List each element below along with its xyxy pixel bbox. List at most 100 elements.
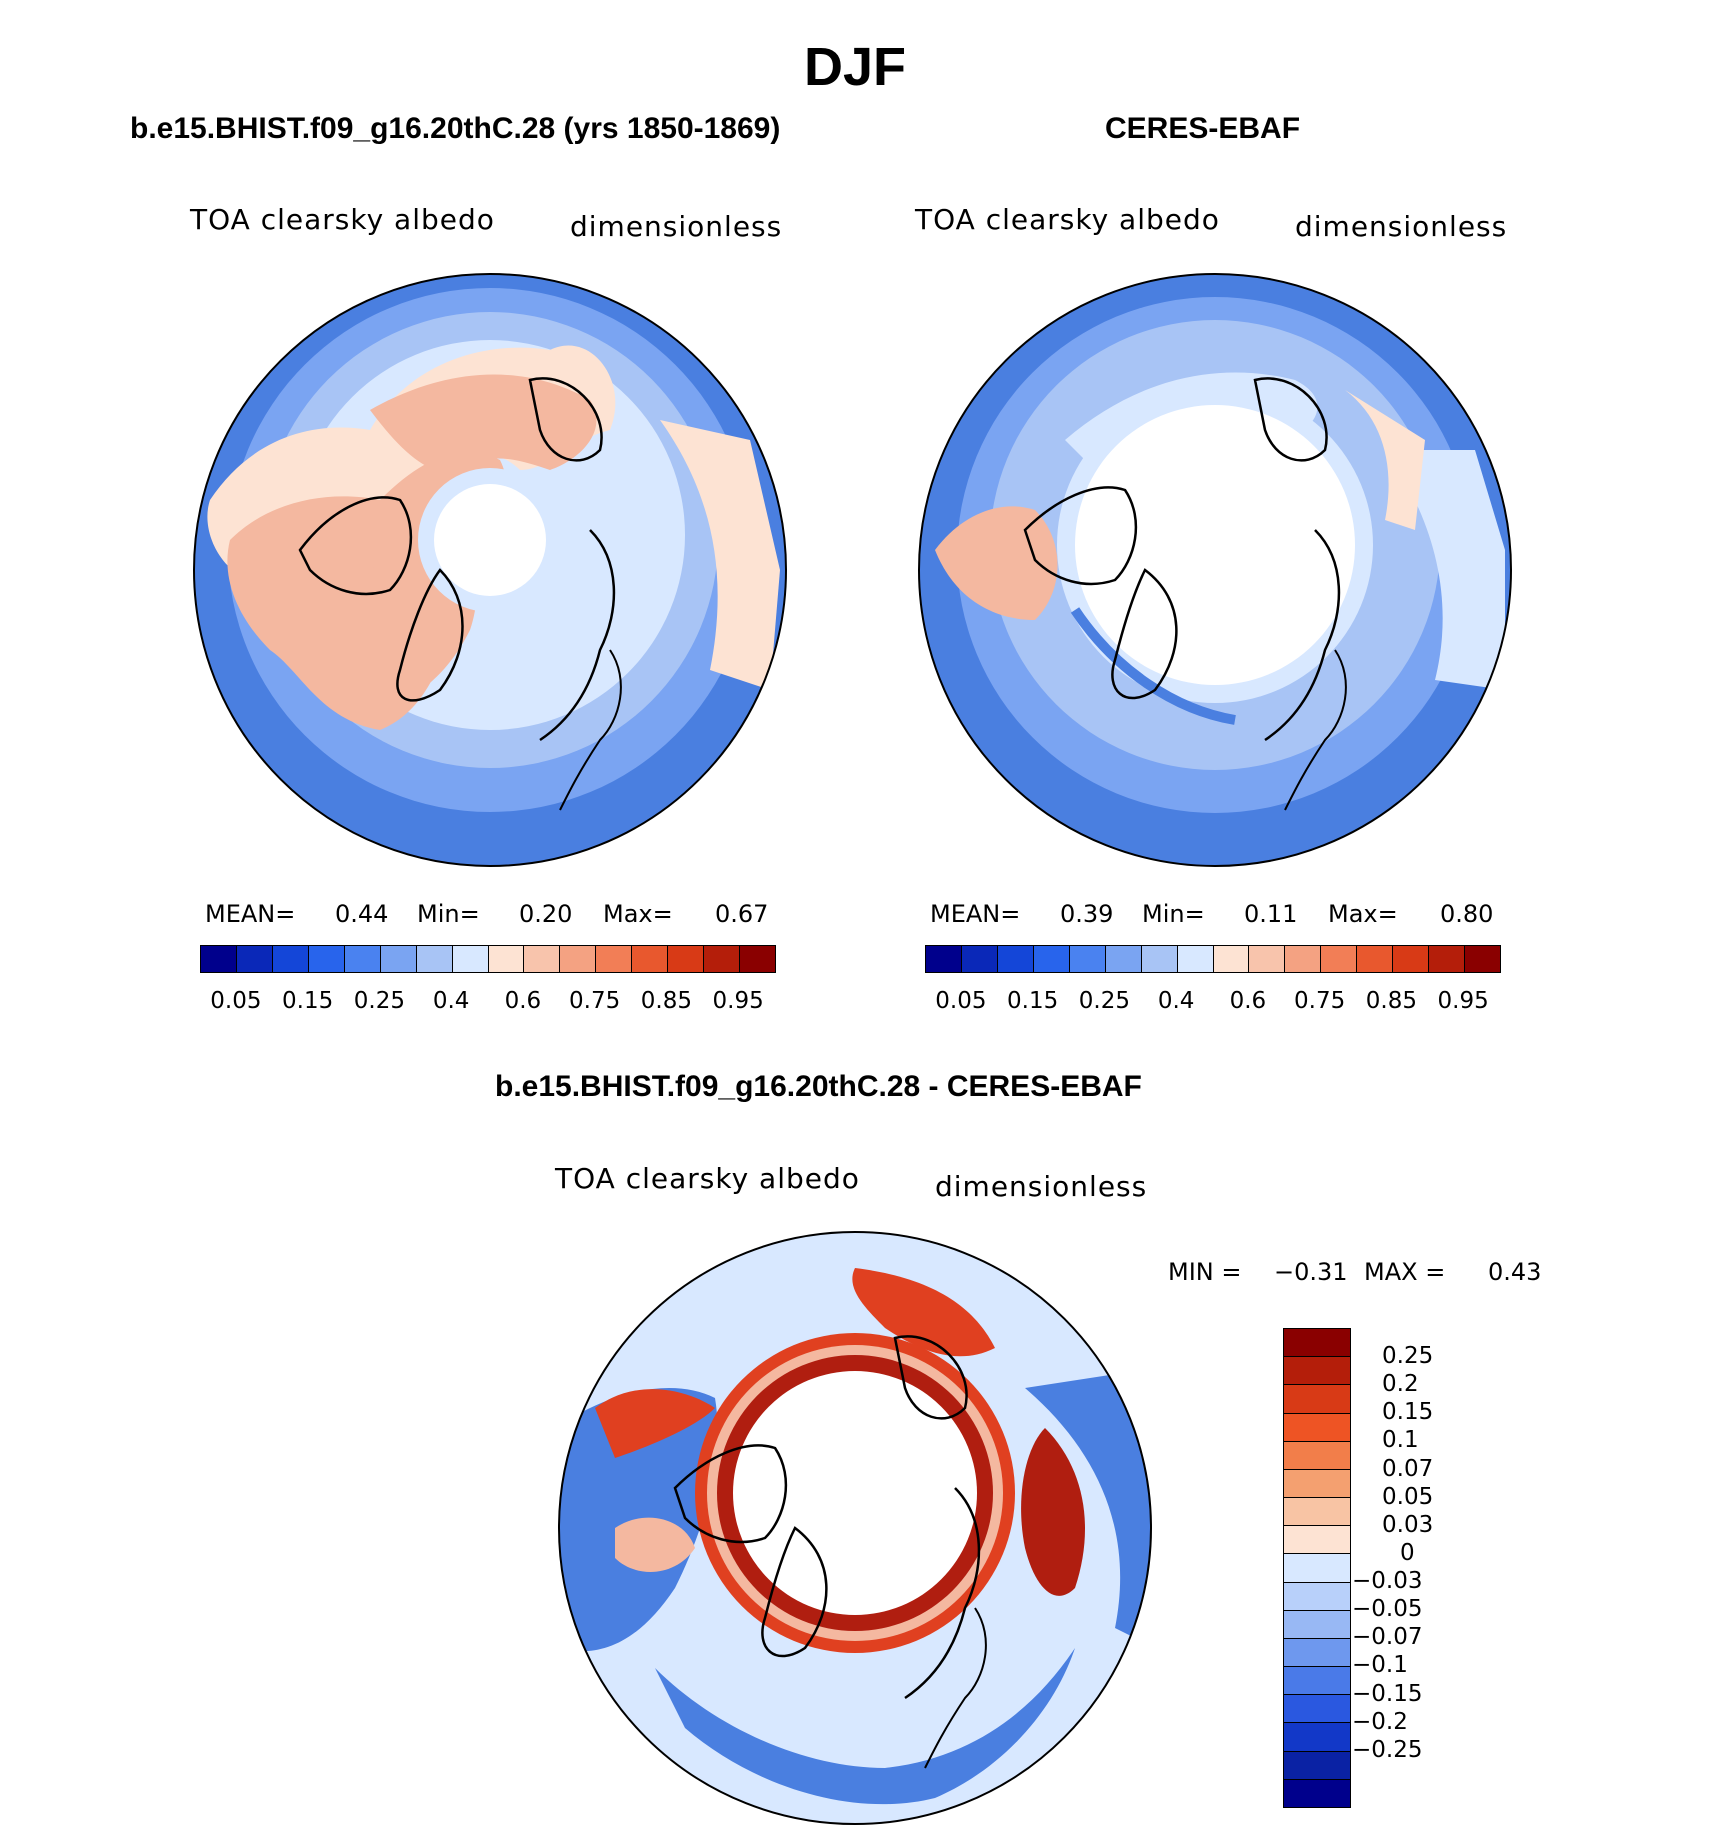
colorbar-swatch — [488, 946, 525, 972]
colorbar-swatch — [1284, 1779, 1350, 1807]
colorbar-swatch — [1284, 1413, 1350, 1442]
diff-stats: MIN = −0.31 MAX = 0.43 — [1168, 1258, 1568, 1288]
colorbar-swatch — [1069, 946, 1106, 972]
colorbar-swatch — [1285, 946, 1322, 972]
model-max-value: 0.67 — [715, 900, 769, 928]
colorbar-tick-label: 0.75 — [1294, 988, 1346, 1014]
colorbar-swatch — [1284, 1526, 1350, 1555]
colorbar-tick-label: −0.03 — [1352, 1568, 1423, 1595]
model-min-value: 0.20 — [519, 900, 573, 928]
colorbar-swatch — [344, 946, 381, 972]
diff-panel-title: b.e15.BHIST.f09_g16.20thC.28 - CERES-EBA… — [495, 1070, 1142, 1103]
colorbar-tick-label: 0.6 — [1229, 988, 1267, 1014]
colorbar-tick-label: 0.15 — [282, 988, 334, 1014]
colorbar-tick-label: 0.2 — [1382, 1371, 1419, 1398]
model-colorbar — [200, 945, 776, 973]
colorbar-tick-label: 0.05 — [1382, 1483, 1434, 1510]
colorbar-tick-label: 0.75 — [569, 988, 621, 1014]
colorbar-swatch — [1213, 946, 1250, 972]
colorbar-tick-label: 0.07 — [1382, 1455, 1434, 1482]
colorbar-swatch — [416, 946, 453, 972]
colorbar-tick-label: −0.07 — [1352, 1624, 1423, 1651]
colorbar-swatch — [1284, 1638, 1350, 1668]
model-max-label: Max= — [603, 900, 673, 928]
diff-variable-label: TOA clearsky albedo — [555, 1162, 860, 1195]
colorbar-swatch — [740, 946, 775, 972]
model-panel-title: b.e15.BHIST.f09_g16.20thC.28 (yrs 1850-1… — [130, 112, 781, 145]
colorbar-swatch — [1284, 1385, 1350, 1414]
colorbar-swatch — [524, 946, 561, 972]
colorbar-swatch — [1465, 946, 1500, 972]
figure-title: DJF — [803, 37, 906, 97]
colorbar-tick-label: 0.05 — [210, 988, 262, 1014]
colorbar-swatch — [1284, 1329, 1350, 1358]
colorbar-tick-label: 0.15 — [1007, 988, 1059, 1014]
colorbar-tick-label: −0.1 — [1352, 1652, 1408, 1679]
diff-min-label: MIN = — [1168, 1258, 1242, 1286]
colorbar-swatch — [1284, 1441, 1350, 1470]
colorbar-swatch — [201, 946, 237, 972]
colorbar-tick-label: 0.6 — [504, 988, 542, 1014]
colorbar-swatch — [452, 946, 489, 972]
colorbar-tick-label: 0.25 — [353, 988, 405, 1014]
model-variable-label: TOA clearsky albedo — [190, 203, 495, 236]
diff-max-label: MAX = — [1364, 1258, 1446, 1286]
obs-min-label: Min= — [1142, 900, 1205, 928]
colorbar-swatch — [926, 946, 962, 972]
colorbar-tick-label: 0.05 — [935, 988, 987, 1014]
obs-panel-title: CERES-EBAF — [1105, 112, 1301, 145]
colorbar-swatch — [1429, 946, 1466, 972]
colorbar-swatch — [1284, 1582, 1350, 1611]
diff-min-value: −0.31 — [1274, 1258, 1348, 1286]
colorbar-tick-label: −0.25 — [1352, 1736, 1423, 1763]
obs-mean-value: 0.39 — [1060, 900, 1114, 928]
colorbar-swatch — [1284, 1498, 1350, 1527]
colorbar-tick-label: 0.95 — [1437, 988, 1489, 1014]
colorbar-swatch — [1284, 1357, 1350, 1386]
colorbar-swatch — [1284, 1667, 1350, 1696]
obs-colorbar-labels: 0.05 0.15 0.25 0.4 0.6 0.75 0.85 0.95 — [925, 988, 1499, 1018]
obs-polar-map — [918, 273, 1512, 867]
colorbar-tick-label: 0.85 — [1365, 988, 1417, 1014]
colorbar-swatch — [308, 946, 345, 972]
obs-stats: MEAN= 0.39 Min= 0.11 Max= 0.80 — [930, 900, 1510, 930]
obs-mean-label: MEAN= — [930, 900, 1021, 928]
colorbar-swatch — [1321, 946, 1358, 972]
diff-polar-map — [558, 1231, 1152, 1825]
colorbar-swatch — [1284, 1751, 1350, 1780]
colorbar-tick-label: 0 — [1400, 1539, 1415, 1566]
colorbar-swatch — [1249, 946, 1286, 972]
colorbar-tick-label: −0.2 — [1352, 1708, 1408, 1735]
colorbar-tick-label: 0.4 — [432, 988, 470, 1014]
diff-colorbar-labels: 0.25 0.2 0.15 0.1 0.07 0.05 0.03 0 −0.03 −0.05 −0.… — [1352, 1328, 1482, 1806]
model-mean-label: MEAN= — [205, 900, 296, 928]
colorbar-swatch — [236, 946, 273, 972]
diff-colorbar — [1283, 1328, 1351, 1808]
colorbar-swatch — [1284, 1554, 1350, 1583]
colorbar-swatch — [632, 946, 669, 972]
model-polar-map — [193, 273, 787, 867]
colorbar-swatch — [596, 946, 633, 972]
colorbar-swatch — [704, 946, 741, 972]
colorbar-swatch — [1177, 946, 1214, 972]
model-units-label: dimensionless — [570, 210, 783, 243]
colorbar-swatch — [1393, 946, 1430, 972]
colorbar-tick-label: 0.95 — [712, 988, 764, 1014]
colorbar-tick-label: 0.4 — [1157, 988, 1195, 1014]
obs-variable-label: TOA clearsky albedo — [915, 203, 1220, 236]
colorbar-swatch — [560, 946, 597, 972]
obs-colorbar — [925, 945, 1501, 973]
colorbar-tick-label: 0.03 — [1382, 1511, 1434, 1538]
model-colorbar-labels: 0.05 0.15 0.25 0.4 0.6 0.75 0.85 0.95 — [200, 988, 774, 1018]
colorbar-swatch — [272, 946, 309, 972]
obs-units-label: dimensionless — [1295, 210, 1508, 243]
colorbar-swatch — [668, 946, 705, 972]
colorbar-swatch — [1284, 1695, 1350, 1724]
colorbar-tick-label: 0.25 — [1078, 988, 1130, 1014]
colorbar-swatch — [1141, 946, 1178, 972]
model-min-label: Min= — [417, 900, 480, 928]
colorbar-swatch — [380, 946, 417, 972]
colorbar-swatch — [1357, 946, 1394, 972]
diff-max-value: 0.43 — [1488, 1258, 1542, 1286]
colorbar-swatch — [1284, 1610, 1350, 1639]
